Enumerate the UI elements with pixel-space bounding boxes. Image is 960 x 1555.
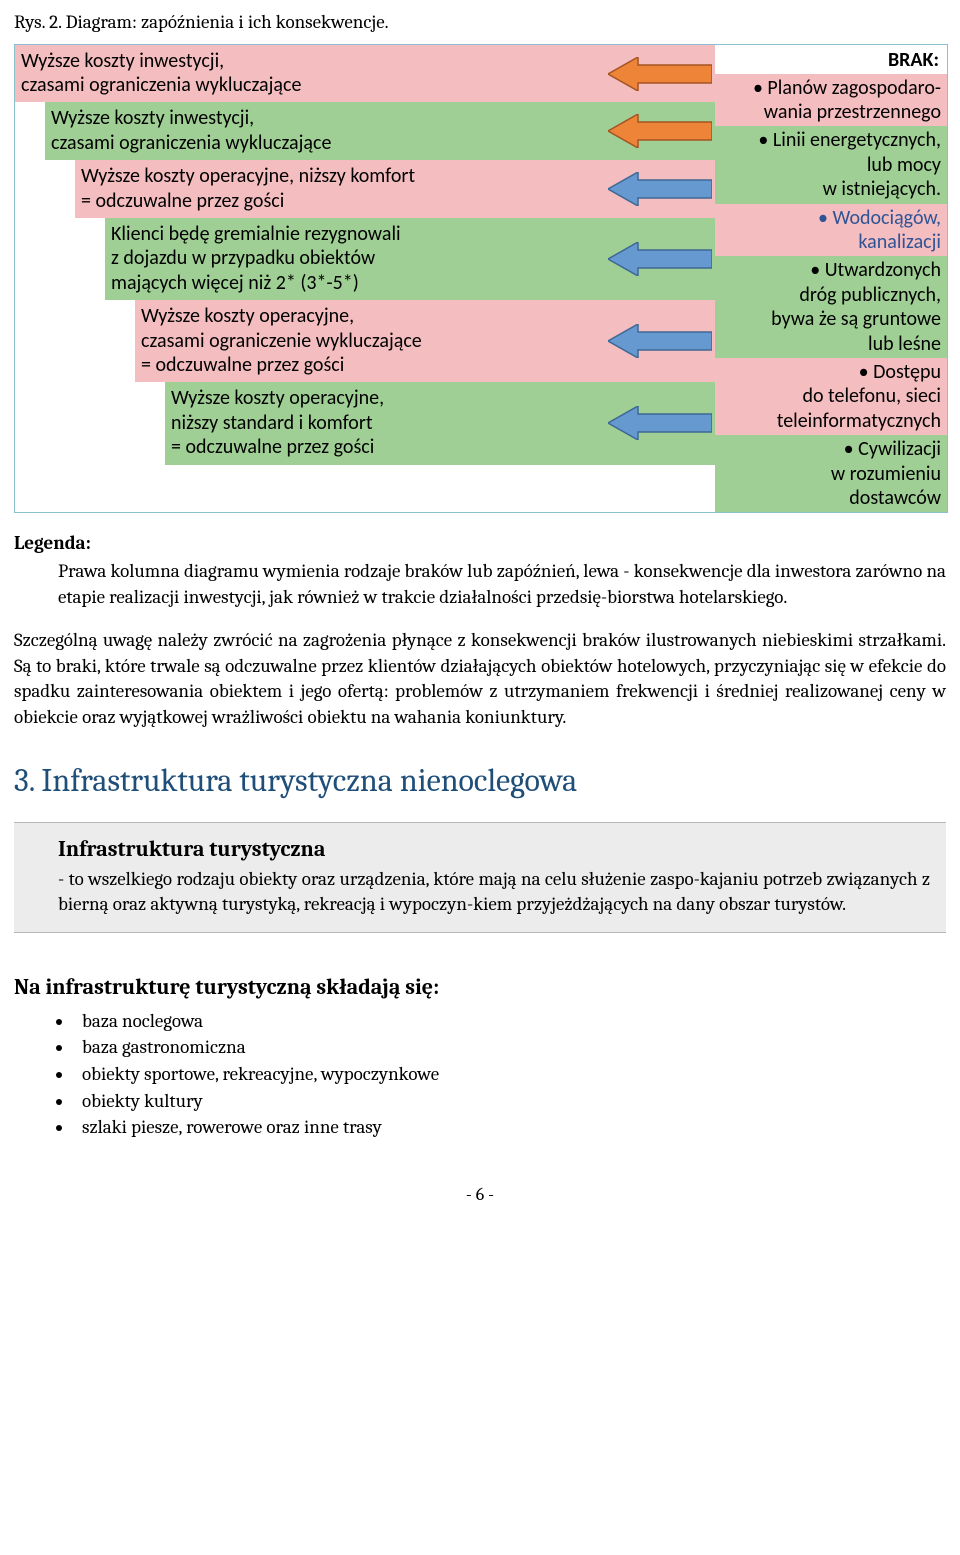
definition-body: - to wszelkiego rodzaju obiekty oraz urz…	[58, 867, 930, 918]
list-item: baza noclegowa	[74, 1009, 946, 1035]
blue-arrow-icon	[605, 382, 715, 464]
diagram-left-row: Klienci będę gremialnie rezygnowali z do…	[105, 218, 715, 300]
diagram-left-column: Wyższe koszty inwestycji, czasami ograni…	[15, 45, 715, 513]
deficiency-item: • Dostępu do telefonu, sieci teleinforma…	[715, 358, 947, 435]
definition-title: Infrastruktura turystyczna	[58, 835, 930, 865]
consequence-text: Wyższe koszty operacyjne, czasami ograni…	[135, 300, 605, 382]
consequence-text: Wyższe koszty operacyjne, niższy komfort…	[75, 160, 605, 218]
list-item: obiekty kultury	[74, 1089, 946, 1115]
blue-arrow-icon	[605, 300, 715, 382]
consequence-text: Klienci będę gremialnie rezygnowali z do…	[105, 218, 605, 300]
diagram-right-column: BRAK: • Planów zagospodaro- wania przest…	[715, 45, 947, 513]
page-number: - 6 -	[14, 1183, 946, 1207]
sub-heading: Na infrastrukturę turystyczną składają s…	[14, 973, 946, 1003]
deficiency-item: • Planów zagospodaro- wania przestrzenne…	[715, 74, 947, 127]
diagram-left-row: Wyższe koszty inwestycji, czasami ograni…	[15, 45, 715, 103]
blue-arrow-icon	[605, 160, 715, 218]
deficiency-item: • Cywilizacji w rozumieniu dostawców	[715, 435, 947, 512]
diagram-left-row: Wyższe koszty operacyjne, niższy komfort…	[75, 160, 715, 218]
blue-arrow-icon	[605, 218, 715, 300]
diagram-left-row: Wyższe koszty operacyjne, czasami ograni…	[135, 300, 715, 382]
deficiency-item: • Utwardzonych dróg publicznych, bywa że…	[715, 256, 947, 358]
list-item: obiekty sportowe, rekreacyjne, wypoczynk…	[74, 1062, 946, 1088]
diagram-container: Wyższe koszty inwestycji, czasami ograni…	[14, 44, 948, 514]
orange-arrow-icon	[605, 102, 715, 160]
diagram-left-row: Wyższe koszty operacyjne, niższy standar…	[165, 382, 715, 464]
list-item: baza gastronomiczna	[74, 1035, 946, 1061]
legend-title: Legenda:	[14, 531, 946, 557]
consequence-text: Wyższe koszty operacyjne, niższy standar…	[165, 382, 605, 464]
figure-caption: Rys. 2. Diagram: zapóźnienia i ich konse…	[14, 10, 946, 36]
consequence-text: Wyższe koszty inwestycji, czasami ograni…	[15, 45, 605, 103]
deficiency-item: • Linii energetycznych, lub mocy w istni…	[715, 126, 947, 203]
consequence-text: Wyższe koszty inwestycji, czasami ograni…	[45, 102, 605, 160]
definition-box: Infrastruktura turystyczna - to wszelkie…	[14, 822, 946, 933]
section-heading: 3. Infrastruktura turystyczna nienoclego…	[14, 759, 946, 802]
deficiency-item: • Wodociągów, kanalizacji	[715, 204, 947, 257]
bullet-list: baza noclegowabaza gastronomicznaobiekty…	[14, 1009, 946, 1141]
orange-arrow-icon	[605, 45, 715, 103]
body-paragraph: Szczególną uwagę należy zwrócić na zagro…	[14, 628, 946, 731]
diagram-left-row: Wyższe koszty inwestycji, czasami ograni…	[45, 102, 715, 160]
legend-body: Prawa kolumna diagramu wymienia rodzaje …	[58, 559, 946, 610]
list-item: szlaki piesze, rowerowe oraz inne trasy	[74, 1115, 946, 1141]
diagram-brak-header: BRAK:	[715, 45, 947, 74]
